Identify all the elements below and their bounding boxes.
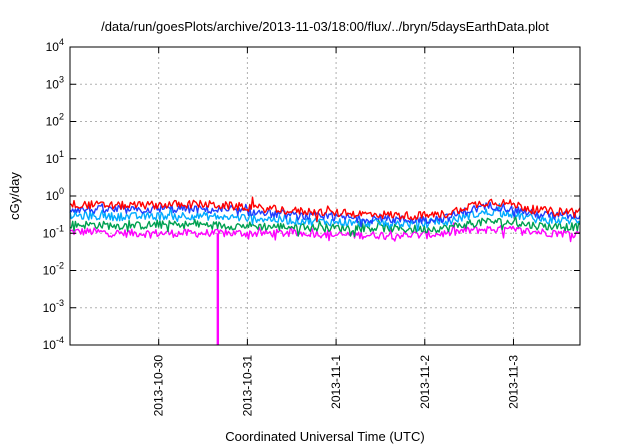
series-layer <box>69 196 581 345</box>
y-axis-title: cGy/day <box>7 172 22 220</box>
y-tick-label: 100 <box>46 186 64 203</box>
y-tick-label: 10-2 <box>43 261 64 278</box>
y-tick-label: 10-1 <box>43 223 64 240</box>
grid-layer <box>70 47 580 345</box>
y-tick-label: 10-4 <box>43 335 64 352</box>
x-tick-label: 2013-11-3 <box>506 355 520 409</box>
x-tick-label: 2013-10-31 <box>240 355 254 417</box>
x-axis-title: Coordinated Universal Time (UTC) <box>225 429 424 444</box>
y-tick-label: 102 <box>46 112 64 129</box>
x-tick-label: 2013-10-30 <box>152 355 166 417</box>
chart-title: /data/run/goesPlots/archive/2013-11-03/1… <box>101 19 549 34</box>
x-tick-label: 2013-11-1 <box>329 355 343 409</box>
y-tick-label: 101 <box>46 149 64 166</box>
y-tick-label: 103 <box>46 74 64 91</box>
tick-layer: 10-4 10-3 10-2 10-1 100 101 102 103 104 2013-10-3… <box>43 37 580 416</box>
x-tick-label: 2013-11-2 <box>418 355 432 409</box>
series-line <box>69 196 581 223</box>
series-line <box>69 215 581 238</box>
y-tick-label: 104 <box>46 37 64 54</box>
y-tick-label: 10-3 <box>43 298 64 315</box>
